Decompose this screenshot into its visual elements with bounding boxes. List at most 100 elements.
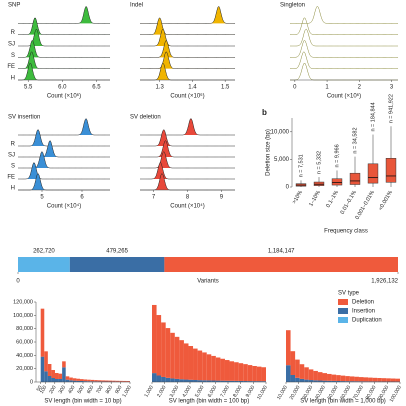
x-tick-label: 1,000 xyxy=(121,384,133,398)
hist-bar xyxy=(368,381,373,382)
hist-bar xyxy=(322,373,328,381)
y-tick-label: 0 xyxy=(286,185,290,191)
row-label: FE xyxy=(7,175,15,181)
hist-bar xyxy=(327,380,332,382)
x-axis-label: Frequency class xyxy=(324,229,368,235)
hist-bar xyxy=(234,362,239,381)
hist-bar xyxy=(40,308,45,357)
x-tick-label: 9,000 xyxy=(245,384,257,398)
box xyxy=(367,163,379,184)
x-tick-label: 9 xyxy=(220,195,224,201)
hist-bar xyxy=(87,379,91,382)
x-axis-label: SV length (bin width = 10 bp) xyxy=(44,399,121,405)
ridge xyxy=(18,151,110,169)
hist-bar xyxy=(290,375,296,382)
hist-bar xyxy=(79,379,84,381)
box xyxy=(385,158,397,183)
x-tick-label: 3 xyxy=(390,85,394,91)
hist-bar xyxy=(83,381,88,382)
hist-bar xyxy=(224,380,230,382)
row-label: SJ xyxy=(8,153,15,159)
panel-label: b xyxy=(262,108,267,117)
x-tick-label: 0.1–1% xyxy=(325,190,340,209)
panel-title: Indel xyxy=(130,3,143,9)
hist-bar xyxy=(193,379,198,382)
n-label: n = 5,332 xyxy=(316,151,322,174)
hist-bar xyxy=(188,379,194,382)
hist-bar xyxy=(40,356,45,382)
panel-title: SV insertion xyxy=(8,115,40,121)
hist-bar xyxy=(161,322,166,377)
x-tick-label: 8 xyxy=(186,195,190,201)
hist-bar xyxy=(202,352,207,381)
hist-bar xyxy=(156,315,162,376)
row-label: S xyxy=(11,53,15,59)
x-tick-label: 4,000 xyxy=(181,384,193,398)
legend-swatch xyxy=(338,308,348,314)
ridge xyxy=(139,17,236,35)
x-tick-label: 5,000 xyxy=(194,384,206,398)
ridge xyxy=(140,162,235,180)
n-label: n = 34,582 xyxy=(352,127,358,153)
ridge xyxy=(18,140,110,158)
n-label: n = 7,531 xyxy=(298,154,304,177)
ridge xyxy=(18,118,110,136)
hist-bar xyxy=(165,328,171,378)
hist-bar xyxy=(161,376,166,382)
ridge xyxy=(140,129,235,147)
hist-bar xyxy=(381,378,387,382)
x-tick-label: 0 xyxy=(16,279,20,285)
y-tick-label: 120,000 xyxy=(13,299,33,305)
bar-segment xyxy=(69,257,165,272)
x-tick-label: 10,000 xyxy=(256,384,269,400)
legend-label: Duplication xyxy=(352,318,382,324)
hist-bar xyxy=(54,379,59,382)
hist-bar xyxy=(256,381,262,382)
hist-bar xyxy=(238,380,244,382)
hist-bar xyxy=(170,378,175,382)
x-tick-label: >10% xyxy=(292,190,304,205)
hist-bar xyxy=(372,377,378,382)
hist-bar xyxy=(79,381,84,382)
hist-bar xyxy=(202,380,207,382)
hist-bar xyxy=(317,372,323,381)
x-axis-label: Count (×10⁴) xyxy=(170,203,204,210)
n-label: n = 9,966 xyxy=(334,144,340,167)
x-tick-label: 6 xyxy=(80,195,84,201)
hist-bar xyxy=(290,351,296,375)
hist-bar xyxy=(94,381,98,382)
ridge xyxy=(140,140,235,158)
x-tick-label: 300 xyxy=(58,384,67,394)
hist-bar xyxy=(286,365,291,382)
ridge xyxy=(17,17,111,35)
hist-bar xyxy=(193,348,198,380)
legend-label: Deletion xyxy=(352,300,374,306)
hist-bar xyxy=(224,360,230,381)
hist-bar xyxy=(220,380,225,382)
n-label: n = 184,844 xyxy=(370,102,376,131)
hist-bar xyxy=(126,380,130,382)
hist-bar xyxy=(377,381,382,382)
hist-bar xyxy=(386,378,391,382)
hist-bar xyxy=(386,381,391,382)
x-tick-label: 600 xyxy=(86,384,95,394)
hist-bar xyxy=(54,373,59,379)
hist-bar xyxy=(152,304,157,374)
hist-bar xyxy=(69,377,73,381)
hist-bar xyxy=(112,380,116,382)
hist-bar xyxy=(247,381,253,382)
hist-bar xyxy=(322,380,328,382)
hist-bar xyxy=(183,343,189,380)
hist-bar xyxy=(156,375,162,382)
hist-bar xyxy=(165,377,171,382)
x-tick-label: 5.5 xyxy=(24,85,33,91)
hist-bar xyxy=(119,380,123,382)
hist-bar xyxy=(76,378,80,381)
ridge xyxy=(140,173,235,191)
y-tick-label: 40,000 xyxy=(16,353,33,359)
hist-bar xyxy=(304,367,309,380)
x-tick-label: 1.3 xyxy=(155,85,164,91)
hist-bar xyxy=(327,373,332,381)
value-label: 479,265 xyxy=(106,249,128,255)
hist-bar xyxy=(83,379,88,382)
